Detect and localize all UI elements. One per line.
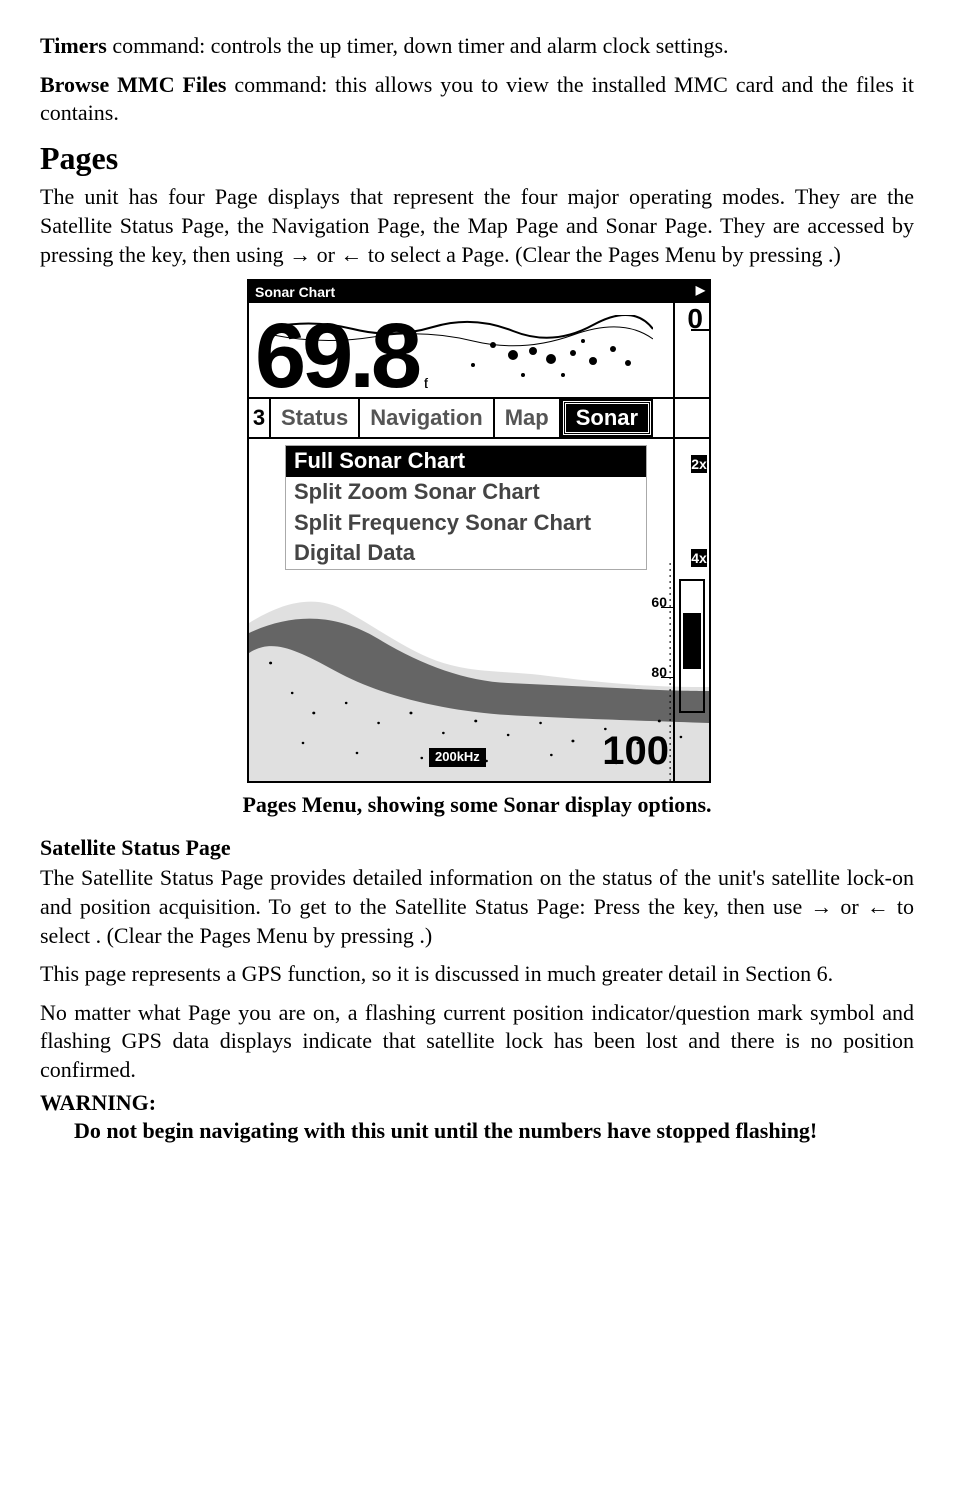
frequency-label: 200kHz (429, 748, 486, 767)
arrow-sep-2: or (832, 894, 866, 919)
sonar-title-text: Sonar Chart (255, 284, 335, 300)
timers-text: command: controls the up timer, down tim… (107, 33, 729, 58)
heading-satellite: Satellite Status Page (40, 834, 914, 863)
sat-para-2: This page represents a GPS function, so … (40, 960, 914, 989)
timers-bold: Timers (40, 33, 107, 58)
sidebar-zoom-2x: 2x (691, 455, 707, 473)
depth-value: 69.8 (255, 315, 418, 398)
sidebar-zoom-2x-text: 2x (691, 456, 707, 472)
sonar-submenu: Full Sonar Chart Split Zoom Sonar Chart … (285, 445, 647, 569)
sonar-bottom-plot: 60 80 200kHz 100 (249, 563, 709, 781)
sonar-title-bar: Sonar Chart ▶ (249, 281, 709, 303)
tab-map[interactable]: Map (495, 399, 561, 437)
arrow-left-icon-2: ← (867, 894, 889, 919)
submenu-full-sonar[interactable]: Full Sonar Chart (286, 446, 646, 477)
depth-readout: 69.8 ft (249, 303, 709, 397)
browse-paragraph: Browse MMC Files command: this allows yo… (40, 71, 914, 128)
scale-60: 60 (651, 593, 667, 611)
sat-text-a5: .) (419, 923, 432, 948)
pages-text-3: to select a Page. (Clear the Pages Menu … (362, 242, 828, 267)
browse-bold: Browse MMC Files (40, 72, 226, 97)
arrow-right-icon-2: → (810, 894, 832, 919)
sat-para-3: No matter what Page you are on, a flashi… (40, 999, 914, 1085)
warning-body: Do not begin navigating with this unit u… (74, 1117, 914, 1146)
sonar-screenshot: Sonar Chart ▶ 0 2x 4x 69.8 ft (247, 279, 707, 783)
arrow-left-icon: ← (340, 242, 362, 267)
pages-text-4: .) (828, 242, 841, 267)
sat-para-1: The Satellite Status Page provides detai… (40, 864, 914, 950)
screenshot-caption: Pages Menu, showing some Sonar display o… (40, 791, 914, 820)
arrow-sep-1: or (311, 242, 340, 267)
pages-text-2: key, then using (151, 242, 289, 267)
scale-80: 80 (651, 663, 667, 681)
arrow-right-icon: → (289, 242, 311, 267)
submenu-split-zoom[interactable]: Split Zoom Sonar Chart (286, 477, 646, 508)
scale-60-tick (661, 607, 673, 608)
tab-sonar[interactable]: Sonar (563, 401, 651, 435)
sat-text-a2: key, then use (683, 894, 810, 919)
timers-paragraph: Timers command: controls the up timer, d… (40, 32, 914, 61)
heading-pages: Pages (40, 138, 914, 180)
pages-description: The unit has four Page displays that rep… (40, 183, 914, 269)
sat-text-a4: . (Clear the Pages Menu by pressing (96, 923, 420, 948)
submenu-split-freq[interactable]: Split Frequency Sonar Chart (286, 508, 646, 539)
sonar-window: Sonar Chart ▶ 0 2x 4x 69.8 ft (247, 279, 711, 783)
scale-80-tick (661, 677, 673, 678)
depth-range-bottom: 100 (602, 725, 669, 777)
warning-label: WARNING: (40, 1089, 914, 1118)
title-arrow-icon: ▶ (696, 283, 705, 299)
